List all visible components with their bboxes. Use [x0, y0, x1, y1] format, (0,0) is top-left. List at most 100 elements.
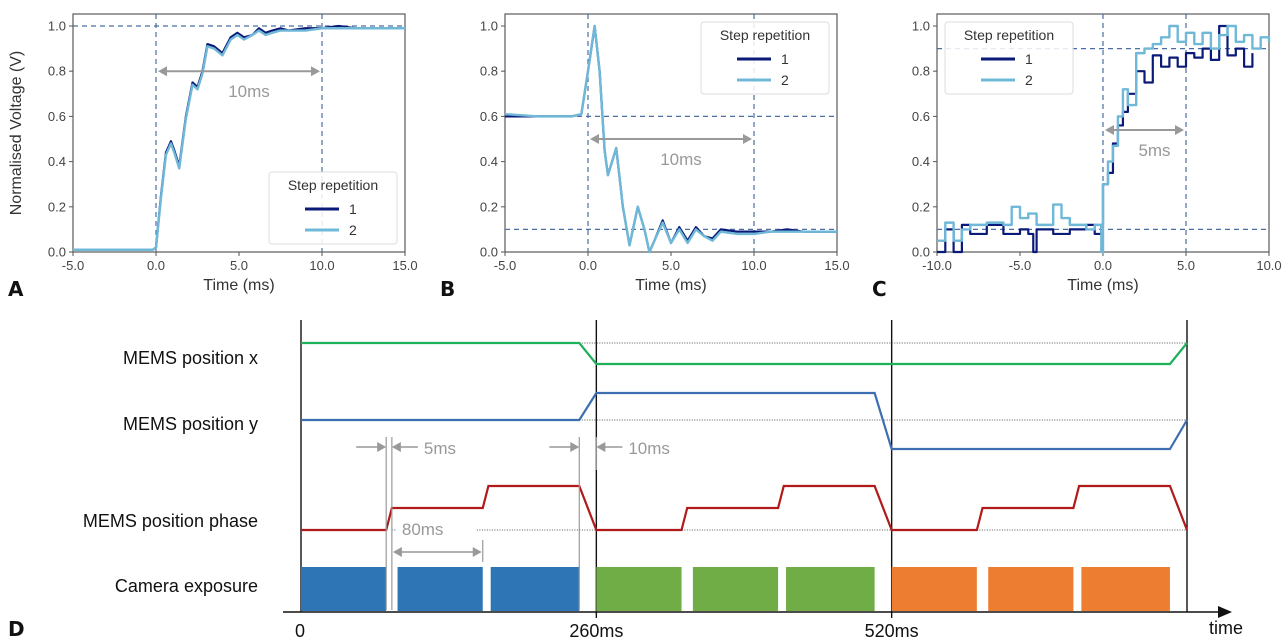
y-tick-label: 0.4	[480, 154, 498, 169]
row-label: MEMS position phase	[83, 511, 258, 531]
signal-trace-mems-phase	[301, 484, 1189, 532]
exposure-block	[490, 567, 580, 611]
arrow-head	[377, 442, 387, 452]
exposure-block	[891, 567, 977, 611]
x-tick-label: 10.0	[309, 258, 334, 273]
chart-b: -5.0 0.0 5.0 10.0 15.00.00.20.40.60.81.0Time…	[440, 13, 850, 301]
exposure-block	[692, 567, 779, 611]
row-label: MEMS position y	[123, 414, 258, 434]
y-tick-label: 0.8	[48, 64, 66, 79]
arrow-head-right	[1175, 124, 1184, 135]
label-background	[395, 518, 476, 538]
arrow-head-right	[311, 66, 320, 77]
arrow-head-left	[590, 134, 599, 144]
panel-label: C	[872, 277, 887, 301]
duration-label: 5ms	[1138, 141, 1170, 160]
row-label: MEMS position x	[123, 348, 258, 368]
exposure-block	[786, 567, 875, 611]
panel-label: A	[8, 277, 24, 301]
y-tick-label: 1.0	[480, 19, 498, 34]
y-tick-label: 0.2	[912, 199, 930, 214]
legend: Step repetition 1 2	[944, 21, 1074, 95]
x-tick-label: -5.0	[62, 258, 84, 273]
legend-entry-label: 1	[1025, 51, 1033, 67]
arrow-head	[596, 442, 606, 452]
y-tick-label: 0.4	[912, 154, 930, 169]
legend-title: Step repetition	[288, 177, 378, 193]
series-line-2	[73, 27, 405, 251]
x-axis-label: Time (ms)	[635, 277, 706, 294]
y-tick-label: 0.2	[480, 199, 498, 214]
arrow-head	[472, 547, 482, 557]
duration-label: 80ms	[402, 520, 444, 539]
x-tick-label: 10.0	[1256, 258, 1281, 273]
x-tick-label: 10.0	[741, 258, 766, 273]
series-line-2	[937, 24, 1271, 254]
exposure-block	[397, 567, 483, 611]
y-tick-label: 0.4	[48, 154, 66, 169]
legend-entry-label: 2	[781, 72, 789, 88]
x-axis-label: Time (ms)	[203, 277, 274, 294]
exposure-block	[988, 567, 1074, 611]
y-tick-label: 1.0	[48, 19, 66, 34]
duration-label: 10ms	[660, 150, 702, 169]
x-tick-label: 15.0	[824, 258, 849, 273]
row-label: Camera exposure	[115, 576, 258, 596]
legend-entry-label: 1	[781, 51, 789, 67]
y-tick-label: 0.6	[480, 109, 498, 124]
time-axis-label: time	[1209, 618, 1243, 638]
signal-trace-mems-y	[301, 391, 1188, 451]
chart-a: -5.0 0.0 5.0 10.0 15.00.00.20.40.60.81.0Time…	[8, 13, 418, 301]
time-axis-arrow-icon	[1218, 606, 1232, 618]
arrow-head	[391, 442, 401, 452]
legend-entry-label: 2	[349, 222, 357, 238]
duration-label: 10ms	[628, 439, 670, 458]
panel-label: D	[8, 617, 25, 640]
y-tick-label: 1.0	[912, 19, 930, 34]
legend-title: Step repetition	[720, 27, 810, 43]
time-mark-label: 260ms	[569, 621, 623, 640]
legend-entry-label: 1	[349, 201, 357, 217]
duration-label: 5ms	[424, 439, 456, 458]
panel-label: B	[440, 277, 455, 301]
arrow-head-left	[158, 66, 167, 77]
exposure-block	[301, 567, 387, 611]
x-tick-label: 0.0	[579, 258, 597, 273]
legend: Step repetition 1 2	[700, 21, 830, 95]
x-tick-label: 5.0	[1177, 258, 1195, 273]
x-tick-label: 5.0	[662, 258, 680, 273]
y-tick-label: 0.6	[912, 109, 930, 124]
series-line-2	[504, 24, 837, 254]
x-tick-label: -5.0	[494, 258, 516, 273]
x-tick-label: -5.0	[1009, 258, 1031, 273]
y-tick-label: 0.0	[480, 245, 498, 260]
time-mark-label: 520ms	[865, 621, 919, 640]
exposure-block	[596, 567, 682, 611]
y-tick-label: 0.8	[480, 64, 498, 79]
x-tick-label: 15.0	[392, 258, 417, 273]
arrow-head	[392, 547, 402, 557]
arrow-head-right	[743, 134, 752, 144]
legend-title: Step repetition	[964, 27, 1054, 43]
exposure-block	[1081, 567, 1170, 611]
chart-c: -10.0 -5.0 0.0 5.0 10.0 0.0 0.2 0.4 0.6 0.8 1.0 Tim…	[872, 13, 1282, 301]
duration-label: 10ms	[228, 82, 270, 101]
x-tick-label: 0.0	[1094, 258, 1112, 273]
arrow-head	[570, 442, 580, 452]
y-tick-label: 0.2	[48, 199, 66, 214]
signal-trace-mems-x	[301, 341, 1188, 366]
legend-entry-label: 2	[1025, 72, 1033, 88]
x-tick-label: -10.0	[922, 258, 952, 273]
arrow-head-left	[1105, 124, 1114, 135]
x-axis-label: Time (ms)	[1067, 277, 1138, 294]
time-mark-label: 0	[295, 621, 305, 640]
y-tick-label: 0.0	[48, 245, 66, 260]
x-tick-label: 5.0	[230, 258, 248, 273]
y-tick-label: 0.0	[912, 245, 930, 260]
x-tick-label: 0.0	[147, 258, 165, 273]
legend: Step repetition 1 2	[268, 171, 398, 245]
y-axis-label: Normalised Voltage (V)	[8, 51, 25, 216]
y-tick-label: 0.6	[48, 109, 66, 124]
